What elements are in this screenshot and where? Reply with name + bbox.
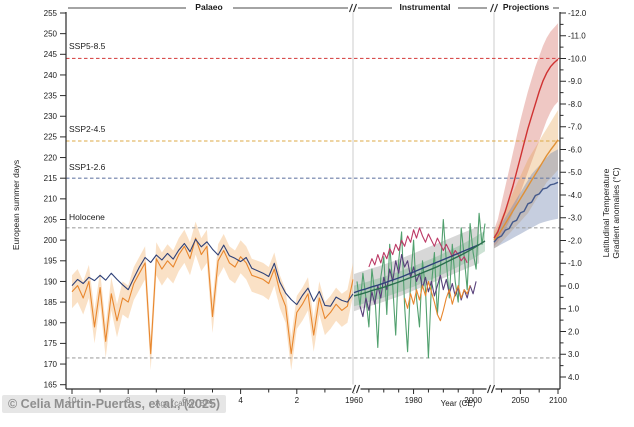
bottom-tick-label: 2100: [549, 396, 567, 405]
left-tick-label: 210: [44, 195, 58, 204]
threshold-label-ssp5-8-5: SSP5-8.5: [69, 41, 106, 51]
left-tick-label: 225: [44, 133, 58, 142]
palaeo-reconstruction-navy-line: [71, 238, 354, 307]
left-tick-label: 240: [44, 71, 58, 80]
axis-break-slash: [348, 3, 354, 13]
bottom-tick-label: 2: [295, 396, 300, 405]
axis-break-slash: [352, 3, 358, 13]
right-tick-label: -11.0: [568, 32, 586, 41]
right-tick-label: -7.0: [568, 123, 582, 132]
right-tick-label: -12.0: [568, 9, 587, 18]
right-tick-label: 0.0: [568, 282, 580, 291]
left-tick-label: 205: [44, 215, 58, 224]
left-tick-label: 165: [44, 381, 58, 390]
right-tick-label: -3.0: [568, 214, 582, 223]
projection-ssp2-4-5-band: [494, 110, 558, 249]
instrumental-purple-line: [359, 254, 477, 318]
instrumental-trend-green-line: [353, 240, 486, 297]
left-tick-label: 245: [44, 50, 58, 59]
right-tick-label: -9.0: [568, 77, 582, 86]
section-label-projections: Projections: [502, 2, 550, 12]
axis-break: [348, 3, 358, 13]
right-tick-label: -8.0: [568, 100, 582, 109]
axis-break-slash: [490, 384, 496, 394]
year-axis-title: Year (CE): [440, 399, 476, 408]
instrumental-trend-navy-line: [353, 244, 480, 294]
bottom-tick-label: 2050: [511, 396, 529, 405]
instrumental-orange-line: [404, 280, 471, 322]
threshold-label-ssp1-2-6: SSP1-2.6: [69, 162, 106, 172]
bottom-tick-label: 1960: [345, 396, 363, 405]
left-tick-label: 180: [44, 319, 58, 328]
axis-break-slash: [351, 384, 357, 394]
left-tick-label: 200: [44, 236, 58, 245]
bottom-tick-label: 4: [238, 396, 243, 405]
right-axis-title-line2: Gradient anomalies (°C): [611, 167, 621, 259]
bottom-tick-label: 2000: [464, 396, 482, 405]
left-tick-label: 220: [44, 153, 58, 162]
left-tick-label: 170: [44, 360, 58, 369]
palaeo-reconstruction-orange-line: [71, 237, 354, 355]
left-tick-label: 255: [44, 9, 58, 18]
projection-ssp2-4-5-line: [493, 139, 559, 241]
threshold-label-ssp2-4-5: SSP2-4.5: [69, 124, 106, 134]
axis-break: [486, 384, 496, 394]
copyright-watermark: © Celia Martin-Puertas, et al., (2025): [2, 395, 227, 413]
left-tick-label: 250: [44, 29, 58, 38]
left-tick-label: 190: [44, 277, 58, 286]
bottom-tick-label: 1980: [405, 396, 423, 405]
right-tick-label: -6.0: [568, 145, 582, 154]
axis-break-slash: [355, 384, 361, 394]
projection-ssp5-8-5-line: [493, 58, 559, 239]
axis-break-slash: [486, 384, 492, 394]
right-tick-label: 1.0: [568, 305, 580, 314]
section-label-palaeo: Palaeo: [195, 2, 223, 12]
left-tick-label: 215: [44, 174, 58, 183]
right-tick-label: 2.0: [568, 327, 580, 336]
axis-break: [351, 384, 361, 394]
right-axis-title-line1: Latitudinal Temperature: [600, 168, 611, 258]
left-tick-label: 195: [44, 257, 58, 266]
axis-break-slash: [489, 3, 495, 13]
instrumental-crimson-line: [368, 227, 468, 268]
right-tick-label: 3.0: [568, 350, 580, 359]
left-tick-label: 175: [44, 339, 58, 348]
projection-ssp1-2-6-band: [494, 149, 558, 249]
left-tick-label: 185: [44, 298, 58, 307]
right-tick-label: 4.0: [568, 373, 580, 382]
right-tick-label: -1.0: [568, 259, 582, 268]
left-tick-label: 235: [44, 91, 58, 100]
left-axis-title: European summer days: [11, 159, 21, 251]
right-tick-label: -5.0: [568, 168, 582, 177]
right-tick-label: -4.0: [568, 191, 582, 200]
right-tick-label: -2.0: [568, 236, 582, 245]
right-axis-title: Latitudinal Temperature Gradient anomali…: [601, 167, 621, 258]
section-label-instrumental: Instrumental: [399, 2, 451, 12]
right-tick-label: -10.0: [568, 54, 587, 63]
threshold-label-holocene: Holocene: [69, 212, 105, 222]
axis-break-slash: [493, 3, 499, 13]
palaeo-reconstruction-orange-band: [72, 221, 353, 371]
projection-ssp1-2-6-line: [493, 181, 559, 243]
left-tick-label: 230: [44, 112, 58, 121]
axis-break: [489, 3, 499, 13]
